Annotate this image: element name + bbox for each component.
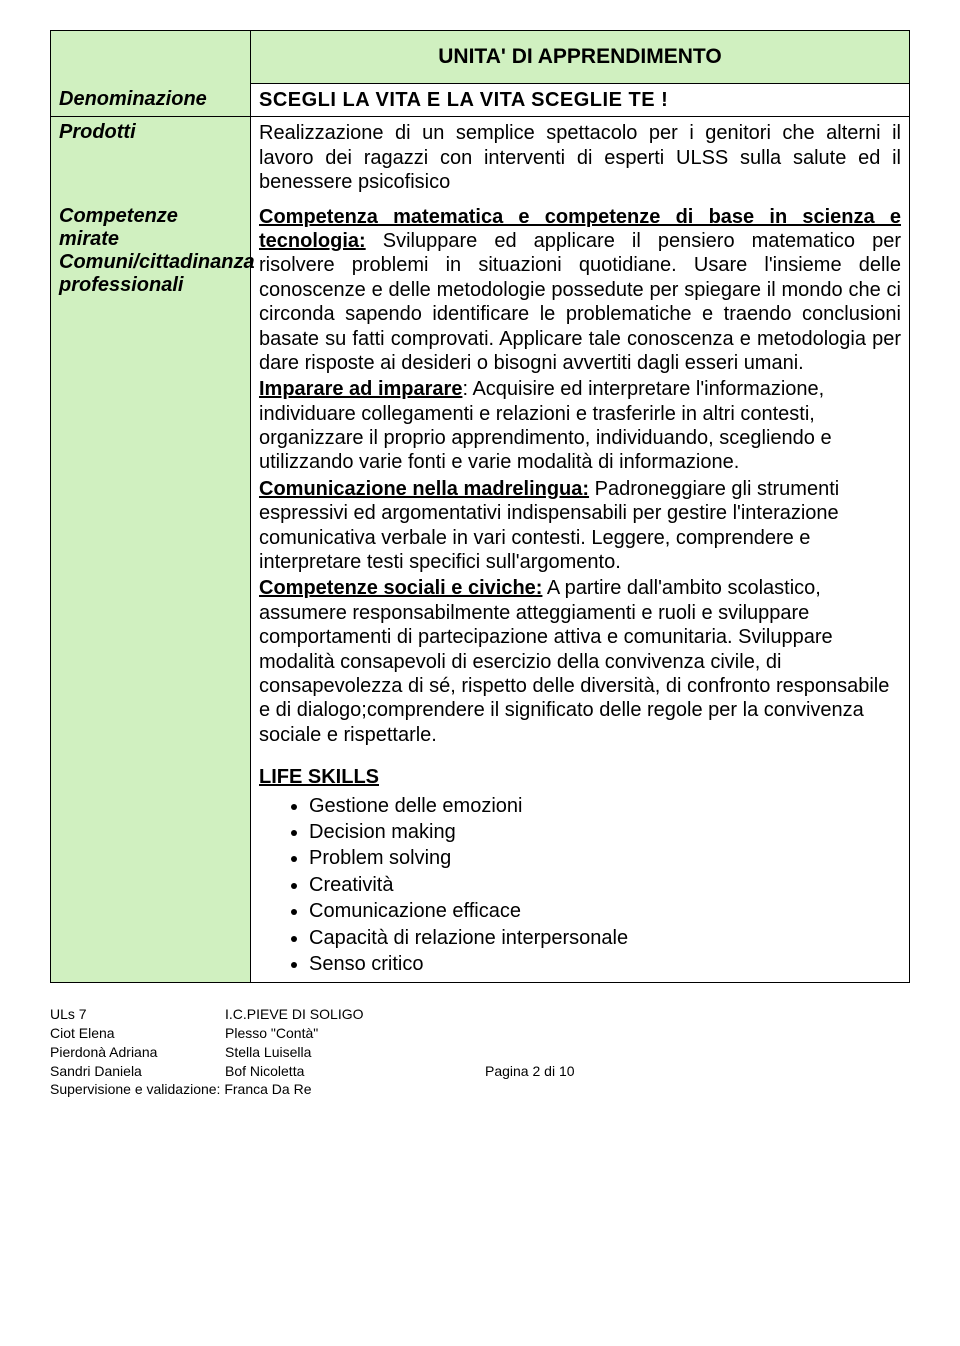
denominazione-value-cell: SCEGLI LA VITA E LA VITA SCEGLIE TE ! — [251, 84, 910, 117]
footer-b3: Bof Nicoletta — [225, 1062, 485, 1081]
competenze-row: Competenze mirate Comuni/cittadinanza pr… — [51, 201, 910, 983]
life-skills-list: Gestione delle emozioni Decision making … — [259, 794, 901, 977]
footer-col-a: ULs 7 Ciot Elena Pierdonà Adriana Sandri… — [50, 1005, 225, 1081]
denominazione-value: SCEGLI LA VITA E LA VITA SCEGLIE TE ! — [259, 89, 668, 111]
competenze-label-cell: Competenze mirate Comuni/cittadinanza pr… — [51, 201, 251, 983]
footer-b1: Plesso "Contà" — [225, 1024, 485, 1043]
competenze-p2: Imparare ad imparare: Acquisire ed inter… — [259, 377, 901, 475]
competenze-label-l1: Competenze mirate — [59, 205, 242, 251]
empty-header-left — [51, 31, 251, 84]
uda-title: UNITA' DI APPRENDIMENTO — [259, 35, 901, 79]
list-item: Decision making — [309, 820, 901, 844]
denominazione-label: Denominazione — [51, 84, 251, 117]
page-footer: ULs 7 Ciot Elena Pierdonà Adriana Sandri… — [50, 1005, 910, 1081]
document-page: UNITA' DI APPRENDIMENTO Denominazione SC… — [0, 0, 960, 1117]
prodotti-value-cell: Realizzazione di un semplice spettacolo … — [251, 117, 910, 201]
footer-col-b: I.C.PIEVE DI SOLIGO Plesso "Contà" Stell… — [225, 1005, 485, 1081]
footer-b0: I.C.PIEVE DI SOLIGO — [225, 1005, 485, 1024]
competenze-p4: Competenze sociali e civiche: A partire … — [259, 576, 901, 747]
footer-col-c: Pagina 2 di 10 — [485, 1005, 910, 1081]
list-item: Problem solving — [309, 846, 901, 870]
footer-a2: Pierdonà Adriana — [50, 1043, 225, 1062]
uda-table: UNITA' DI APPRENDIMENTO Denominazione SC… — [50, 30, 910, 983]
page-number: Pagina 2 di 10 — [485, 1062, 910, 1081]
denominazione-row: Denominazione SCEGLI LA VITA E LA VITA S… — [51, 84, 910, 117]
list-item: Creatività — [309, 873, 901, 897]
competenze-p3-heading: Comunicazione nella madrelingua: — [259, 478, 589, 500]
competenze-p3: Comunicazione nella madrelingua: Padrone… — [259, 477, 901, 575]
competenze-value-cell: Competenza matematica e competenze di ba… — [251, 201, 910, 983]
competenze-p4-heading: Competenze sociali e civiche: — [259, 577, 542, 599]
competenze-p4-body: A partire dall'ambito scolastico, assume… — [259, 577, 889, 745]
list-item: Senso critico — [309, 952, 901, 976]
list-item: Gestione delle emozioni — [309, 794, 901, 818]
competenze-label-l2: Comuni/cittadinanza — [59, 251, 242, 274]
footer-b2: Stella Luisella — [225, 1043, 485, 1062]
competenze-p1: Competenza matematica e competenze di ba… — [259, 205, 901, 376]
prodotti-value: Realizzazione di un semplice spettacolo … — [259, 121, 901, 194]
life-skills-title: LIFE SKILLS — [259, 765, 901, 789]
footer-a1: Ciot Elena — [50, 1024, 225, 1043]
footer-a3: Sandri Daniela — [50, 1062, 225, 1081]
supervision-line: Supervisione e validazione: Franca Da Re — [50, 1081, 910, 1097]
prodotti-label: Prodotti — [51, 117, 251, 201]
competenze-label-l3: professionali — [59, 274, 242, 297]
competenze-p2-heading: Imparare ad imparare — [259, 378, 462, 400]
footer-a0: ULs 7 — [50, 1005, 225, 1024]
uda-title-cell: UNITA' DI APPRENDIMENTO — [251, 31, 910, 84]
list-item: Comunicazione efficace — [309, 899, 901, 923]
uda-header-row: UNITA' DI APPRENDIMENTO — [51, 31, 910, 84]
prodotti-row: Prodotti Realizzazione di un semplice sp… — [51, 117, 910, 201]
list-item: Capacità di relazione interpersonale — [309, 926, 901, 950]
